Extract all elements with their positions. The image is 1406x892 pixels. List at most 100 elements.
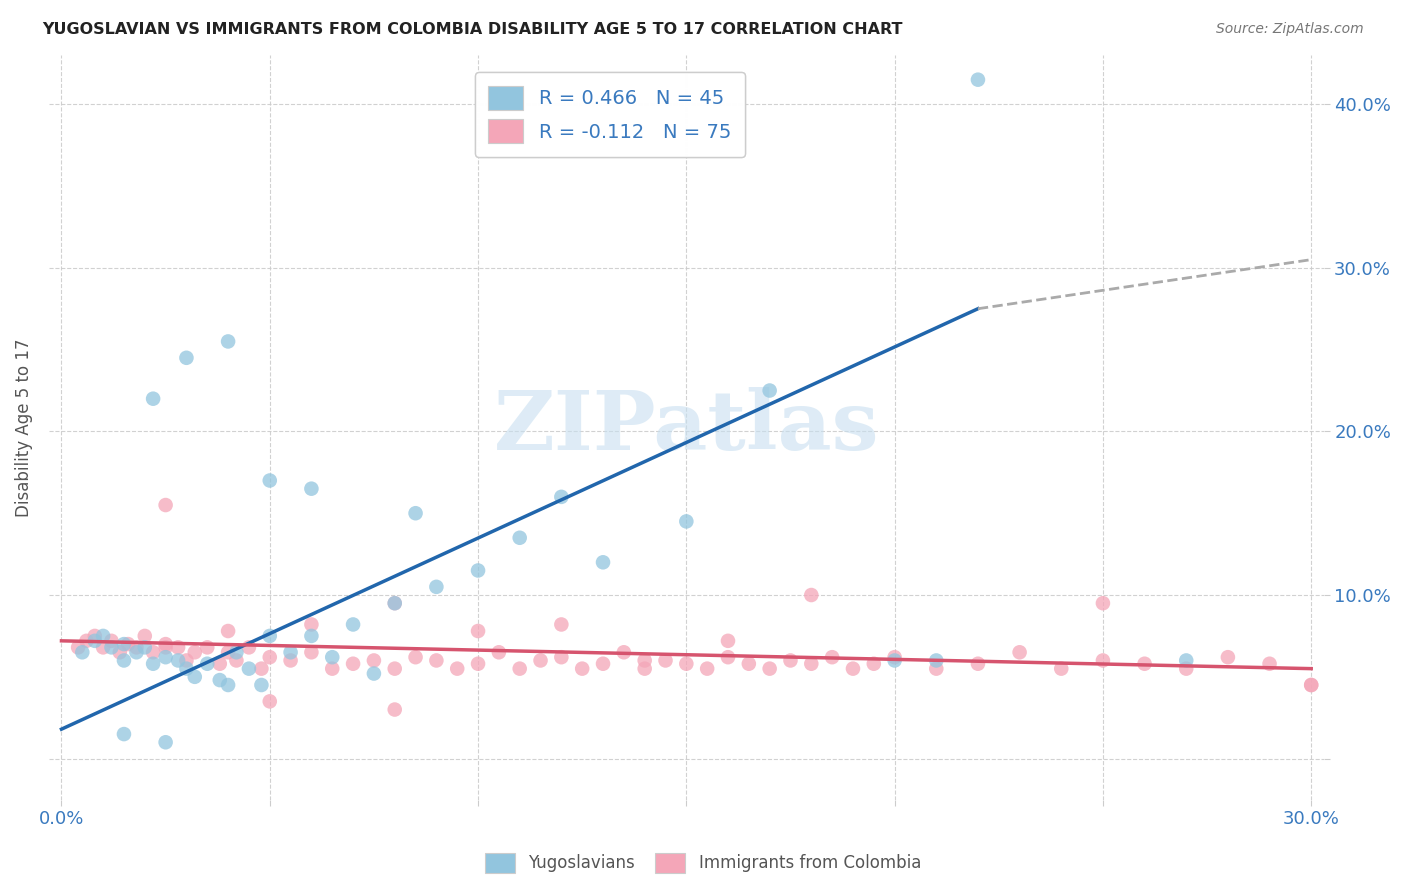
Point <box>134 640 156 655</box>
Point <box>488 645 510 659</box>
Point <box>321 662 343 676</box>
Point <box>342 617 364 632</box>
Point <box>384 596 406 610</box>
Point <box>259 650 281 665</box>
Point <box>1050 662 1073 676</box>
Point <box>299 645 322 659</box>
Point <box>91 640 114 655</box>
Point <box>1258 657 1281 671</box>
Point <box>925 662 948 676</box>
Point <box>967 72 990 87</box>
Point <box>529 653 551 667</box>
Point <box>509 662 531 676</box>
Point <box>184 670 207 684</box>
Point <box>67 640 90 655</box>
Point <box>675 515 697 529</box>
Point <box>250 678 273 692</box>
Point <box>592 657 614 671</box>
Point <box>176 653 198 667</box>
Point <box>167 640 190 655</box>
Point <box>758 662 780 676</box>
Point <box>1175 662 1198 676</box>
Text: YUGOSLAVIAN VS IMMIGRANTS FROM COLOMBIA DISABILITY AGE 5 TO 17 CORRELATION CHART: YUGOSLAVIAN VS IMMIGRANTS FROM COLOMBIA … <box>42 22 903 37</box>
Point <box>738 657 761 671</box>
Point <box>613 645 636 659</box>
Point <box>91 629 114 643</box>
Point <box>125 640 148 655</box>
Point <box>425 580 447 594</box>
Point <box>142 657 165 671</box>
Point <box>550 490 572 504</box>
Point <box>550 617 572 632</box>
Point <box>155 650 177 665</box>
Point <box>1301 678 1323 692</box>
Point <box>550 650 572 665</box>
Point <box>299 617 322 632</box>
Point <box>72 645 94 659</box>
Point <box>634 662 657 676</box>
Point <box>280 653 302 667</box>
Point <box>967 657 990 671</box>
Point <box>800 588 823 602</box>
Y-axis label: Disability Age 5 to 17: Disability Age 5 to 17 <box>15 338 32 516</box>
Point <box>321 650 343 665</box>
Point <box>1301 678 1323 692</box>
Point <box>384 702 406 716</box>
Point <box>155 735 177 749</box>
Point <box>112 653 135 667</box>
Point <box>405 506 427 520</box>
Point <box>142 645 165 659</box>
Point <box>250 662 273 676</box>
Point <box>1133 657 1156 671</box>
Point <box>176 662 198 676</box>
Point <box>238 640 260 655</box>
Point <box>467 657 489 671</box>
Point <box>83 629 105 643</box>
Point <box>112 727 135 741</box>
Point <box>217 645 239 659</box>
Point <box>217 334 239 349</box>
Text: ZIPatlas: ZIPatlas <box>494 387 879 467</box>
Point <box>100 640 122 655</box>
Point <box>217 624 239 638</box>
Point <box>108 645 131 659</box>
Point <box>571 662 593 676</box>
Point <box>654 653 676 667</box>
Point <box>634 653 657 667</box>
Point <box>717 650 740 665</box>
Point <box>112 637 135 651</box>
Point <box>83 633 105 648</box>
Point <box>155 637 177 651</box>
Point <box>446 662 468 676</box>
Point <box>280 645 302 659</box>
Point <box>696 662 718 676</box>
Point <box>425 653 447 667</box>
Point <box>675 657 697 671</box>
Point <box>862 657 884 671</box>
Point <box>125 645 148 659</box>
Point <box>883 653 905 667</box>
Point <box>208 657 231 671</box>
Point <box>155 640 177 655</box>
Point <box>195 640 218 655</box>
Point <box>176 351 198 365</box>
Point <box>259 629 281 643</box>
Point <box>259 474 281 488</box>
Text: Source: ZipAtlas.com: Source: ZipAtlas.com <box>1216 22 1364 37</box>
Point <box>1175 653 1198 667</box>
Point <box>117 637 139 651</box>
Point <box>467 564 489 578</box>
Point <box>883 650 905 665</box>
Point <box>384 596 406 610</box>
Point <box>758 384 780 398</box>
Point <box>155 498 177 512</box>
Point <box>100 633 122 648</box>
Point <box>800 657 823 671</box>
Point <box>134 629 156 643</box>
Point <box>167 653 190 667</box>
Point <box>184 645 207 659</box>
Point <box>225 653 247 667</box>
Point <box>1216 650 1239 665</box>
Point <box>299 629 322 643</box>
Point <box>1008 645 1031 659</box>
